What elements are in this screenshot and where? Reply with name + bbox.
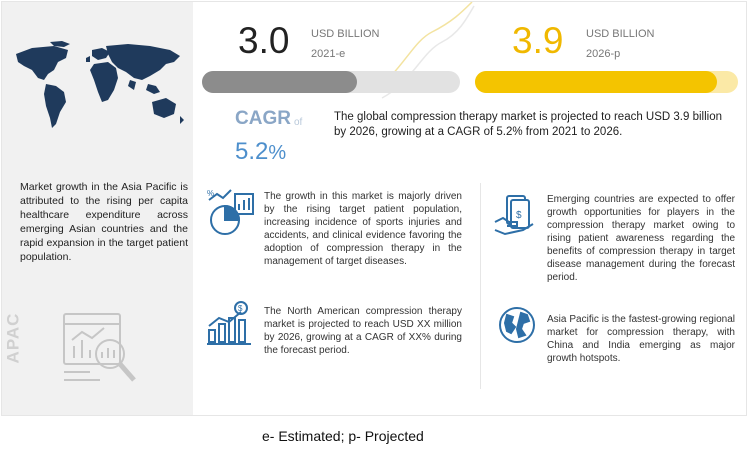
insight-growth-drivers: The growth in this market is majorly dri… bbox=[264, 191, 462, 267]
svg-text:$: $ bbox=[238, 304, 243, 313]
world-map-icon bbox=[10, 40, 188, 136]
svg-text:%: % bbox=[207, 189, 214, 198]
estimate-bar bbox=[202, 71, 460, 93]
infographic-frame: Market growth in the Asia Pacific is att… bbox=[1, 1, 747, 416]
insight-emerging-countries: Emerging countries are expected to offer… bbox=[547, 194, 735, 283]
projection-value: 3.9 bbox=[512, 20, 564, 61]
projection-year: 2026-p bbox=[586, 48, 621, 60]
estimate-unit: USD BILLION bbox=[311, 28, 380, 40]
north-america-bar-icon: $ bbox=[205, 300, 255, 348]
region-panel: Market growth in the Asia Pacific is att… bbox=[2, 2, 193, 415]
estimate-value: 3.0 bbox=[238, 20, 290, 61]
estimate-bar-fill bbox=[202, 71, 357, 93]
cagr-value: 5.2% bbox=[235, 138, 287, 165]
estimate-year: 2021-e bbox=[311, 48, 346, 60]
region-label: APAC bbox=[3, 312, 23, 364]
market-summary: The global compression therapy market is… bbox=[334, 111, 722, 138]
cagr-label: CAGR bbox=[235, 108, 291, 129]
projection-bar-fill bbox=[475, 71, 717, 93]
money-hand-icon: $ bbox=[493, 192, 537, 238]
growth-chart-icon: % bbox=[205, 186, 257, 242]
footnote: e- Estimated; p- Projected bbox=[262, 428, 424, 444]
svg-text:$: $ bbox=[516, 210, 522, 221]
projection-bar bbox=[475, 71, 738, 93]
cagr-of: of bbox=[294, 117, 303, 128]
projection-unit: USD BILLION bbox=[586, 28, 655, 40]
column-divider bbox=[480, 183, 481, 389]
globe-icon bbox=[497, 305, 537, 345]
insight-north-america: The North American compression therapy m… bbox=[264, 306, 462, 356]
region-description: Market growth in the Asia Pacific is att… bbox=[20, 181, 188, 263]
analytics-magnifier-icon bbox=[60, 310, 144, 388]
insight-asia-pacific: Asia Pacific is the fastest-growing regi… bbox=[547, 314, 735, 364]
